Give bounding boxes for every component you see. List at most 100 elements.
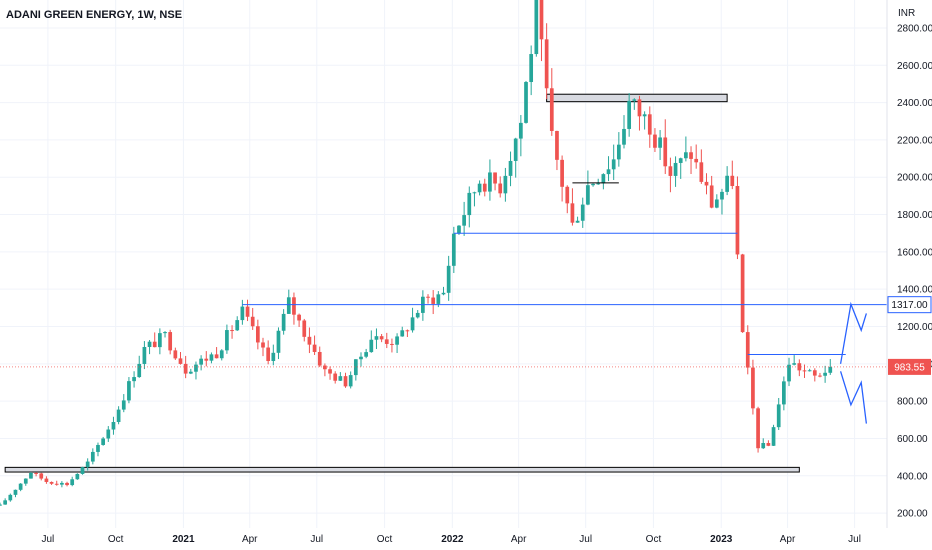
candle-body [446, 265, 451, 293]
candle-body [281, 313, 286, 331]
candle-body [714, 199, 719, 208]
candle-body [323, 365, 327, 370]
candle-body [823, 372, 827, 376]
candle-body [353, 359, 358, 376]
candle-body [121, 400, 126, 410]
candle-body [8, 494, 13, 501]
candle-body [405, 330, 410, 332]
candle-body [359, 356, 363, 360]
candle-body [709, 185, 714, 208]
currency-label: INR [898, 8, 915, 19]
price-labels: 1317.00 983.55 [887, 296, 932, 375]
candle-body [524, 82, 528, 123]
candle-body [782, 381, 786, 405]
candle-body [658, 137, 662, 148]
candle-body [415, 312, 420, 318]
candle-body [96, 444, 100, 452]
candle-body [740, 254, 745, 333]
candle-body [142, 346, 147, 364]
candle-body [194, 364, 198, 372]
candle-body [436, 294, 441, 304]
candle-body [472, 192, 477, 194]
candle-body [188, 371, 193, 374]
candle-body [90, 451, 95, 462]
price-tick-label: 2400.00 [897, 98, 932, 109]
time-tick-label: 2022 [441, 534, 464, 545]
time-tick-label: Apr [511, 534, 527, 545]
candle-body [369, 339, 374, 353]
candle-body [116, 409, 121, 423]
level-price-tag [887, 296, 932, 314]
candle-body [209, 354, 214, 361]
candle-body [178, 358, 183, 364]
candle-body [462, 215, 466, 226]
candle-body [828, 366, 833, 373]
candle-body [137, 363, 142, 378]
candle-body [756, 408, 760, 449]
candle-body [0, 504, 2, 506]
candle-body [379, 336, 384, 340]
candle-body [488, 172, 492, 192]
candle-body [818, 375, 822, 377]
price-tick-label: 400.00 [897, 471, 928, 482]
candle-body [441, 292, 446, 295]
candle-body [627, 100, 632, 129]
candle-body [230, 330, 234, 332]
candle-body [13, 489, 18, 495]
candle-body [163, 332, 167, 334]
candle-body [549, 88, 554, 131]
candle-body [745, 332, 750, 368]
candle-body [245, 306, 250, 317]
candle-body [307, 336, 312, 345]
candle-body [668, 166, 673, 176]
candle-body [642, 114, 647, 117]
price-tick-label: 1400.00 [897, 285, 932, 296]
candle-body [596, 183, 601, 185]
candle-body [565, 186, 570, 204]
candle-body [65, 482, 69, 486]
candle-body [622, 128, 626, 145]
candle-body [384, 339, 389, 344]
candle-body [591, 183, 595, 186]
candle-body [3, 500, 8, 505]
candle-body [39, 473, 44, 479]
candle-body [18, 483, 23, 490]
candle-body [431, 297, 436, 304]
last-price-text: 983.55 [894, 362, 925, 373]
candle-body [663, 137, 668, 167]
candle-body [410, 317, 415, 331]
candle-body [225, 330, 229, 351]
candle-body [132, 377, 136, 382]
candle-body [518, 122, 523, 139]
candle-body [694, 158, 699, 163]
candle-body [503, 175, 508, 194]
candle-body [611, 159, 616, 170]
candle-body [751, 367, 755, 409]
candle-body [183, 363, 188, 374]
time-tick-label: Oct [377, 534, 393, 545]
price-tick-label: 800.00 [897, 397, 928, 408]
candle-body [147, 341, 152, 347]
candle-body [297, 314, 301, 321]
projection-arrow [839, 301, 867, 364]
price-tick-label: 2800.00 [897, 23, 932, 34]
candle-body [601, 174, 606, 184]
time-tick-label: Oct [108, 534, 124, 545]
candle-body [493, 172, 497, 184]
candle-body [168, 332, 173, 351]
candle-body [802, 370, 807, 372]
candle-body [689, 152, 693, 159]
zone-rectangle [546, 93, 728, 103]
candle-body [735, 186, 740, 255]
candle-body [467, 192, 472, 216]
time-tick-label: 2023 [710, 534, 733, 545]
time-axis[interactable]: Jul Oct 2021 Apr Jul Oct 2022 Apr Jul Oct 2023 Apr J… [41, 534, 860, 545]
candle-body [276, 330, 281, 353]
candle-body [766, 442, 771, 446]
candle-body [529, 54, 534, 83]
candle-body [328, 369, 332, 374]
candle-body [333, 373, 338, 381]
candle-body [544, 39, 549, 89]
